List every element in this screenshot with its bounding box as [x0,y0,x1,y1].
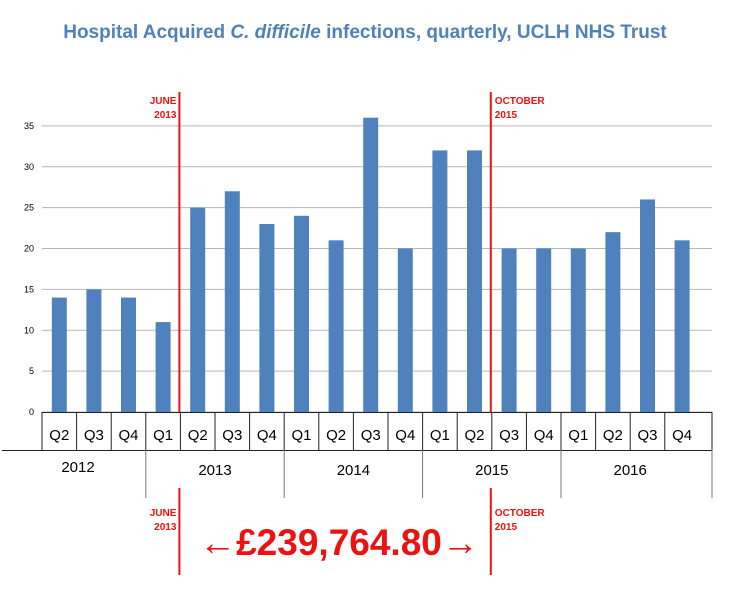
x-tick-label: Q1 [153,427,173,444]
marker-label-bottom-line2: 2013 [154,522,177,533]
bar-2 [121,297,136,412]
chart-title: Hospital Acquired C. difficile infection… [0,22,730,44]
marker-label-bottom-line1: OCTOBER [495,508,546,519]
x-tick-label: Q3 [222,427,242,444]
x-tick-label: Q3 [361,427,381,444]
bar-6 [259,223,275,412]
bar-15 [570,248,586,412]
x-tick-label: Q3 [84,427,104,444]
bar-18 [674,240,690,412]
year-label-2012: 2012 [61,459,94,476]
bar-0 [51,297,67,412]
cost-annotation: ←£239,764.80→ [199,522,479,563]
y-tick-label: 35 [24,121,34,131]
bar-10 [397,248,413,412]
x-tick-label: Q4 [395,427,415,444]
chart-title-part-1: Hospital Acquired [63,22,231,43]
year-label-2015: 2015 [475,462,508,479]
bar-16 [605,232,621,412]
marker-label-top-line2: 2013 [154,110,177,121]
x-tick-label: Q4 [672,427,692,444]
bar-9 [363,117,379,412]
bar-13 [501,248,517,412]
marker-label-top-line2: 2015 [495,110,518,121]
x-tick-label: Q3 [499,427,519,444]
x-tick-label: Q1 [568,427,588,444]
bar-11 [432,150,448,412]
bar-14 [536,248,552,412]
x-tick-label: Q1 [430,427,450,444]
x-tick-label: Q3 [637,427,657,444]
x-tick-label: Q4 [257,427,277,444]
y-tick-label: 20 [24,244,34,254]
year-label-2014: 2014 [337,462,370,479]
x-tick-label: Q2 [188,427,208,444]
x-tick-label: Q2 [464,427,484,444]
bar-5 [224,191,240,412]
year-label-2016: 2016 [614,462,647,479]
bar-7 [294,215,309,412]
x-tick-label: Q1 [291,427,311,444]
y-tick-label: 25 [24,203,34,213]
y-tick-label: 15 [24,284,34,294]
marker-label-top-line1: JUNE [150,96,177,107]
x-tick-label: Q2 [603,427,623,444]
x-tick-label: Q4 [118,427,138,444]
y-tick-label: 5 [29,366,34,376]
y-tick-label: 0 [29,407,34,417]
x-tick-label: Q2 [326,427,346,444]
bar-4 [190,207,206,412]
marker-label-bottom-line2: 2015 [495,522,518,533]
x-tick-label: Q4 [534,427,554,444]
y-tick-label: 30 [24,162,34,172]
marker-label-bottom-line1: JUNE [150,508,177,519]
bar-3 [155,322,171,412]
y-tick-label: 10 [24,325,34,335]
bar-17 [640,199,655,412]
x-tick-label: Q2 [49,427,69,444]
bar-12 [467,150,482,412]
marker-label-top-line1: OCTOBER [495,96,546,107]
bar-8 [328,240,344,412]
bar-1 [86,289,102,412]
chart-title-part-3: infections, quarterly, UCLH NHS Trust [320,22,667,43]
chart-title-organism: C. difficile [230,22,321,43]
year-label-2013: 2013 [198,462,231,479]
